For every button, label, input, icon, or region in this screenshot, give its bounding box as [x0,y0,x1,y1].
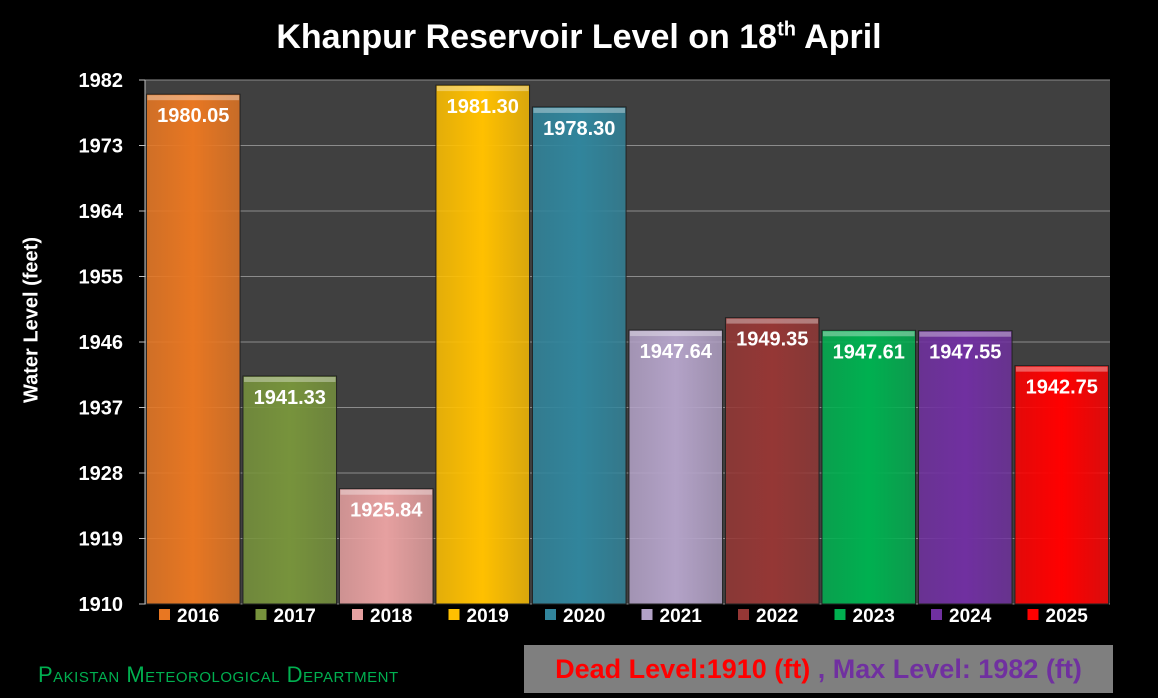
legend-swatch [448,609,460,620]
bar-highlight [629,331,722,337]
legend-label: 2016 [177,606,219,627]
bar-2023 [821,329,917,605]
legend-swatch [545,609,556,620]
bar-2020 [531,106,627,605]
bar-highlight [822,331,915,337]
y-tick-label: 1937 [79,398,124,420]
legend-swatch [352,609,363,620]
dead-level-text: Dead Level:1910 (ft) [555,654,811,684]
bar-2017 [242,375,338,605]
bar-highlight [1015,366,1108,372]
bar-highlight [726,318,819,324]
data-label: 1941.33 [254,387,326,409]
legend-label: 2023 [853,606,895,627]
bar-2018 [338,488,434,605]
data-label: 1942.75 [1026,377,1098,399]
legend-label: 2017 [274,606,316,627]
separator-text: , [810,654,833,684]
legend-label: 2018 [370,606,412,627]
bar-2022 [724,317,820,605]
y-tick-label: 1982 [79,70,124,92]
bar-highlight [533,107,626,113]
bar-2019 [435,84,531,605]
y-tick-label: 1946 [79,332,124,354]
legend-label: 2021 [660,606,703,627]
level-info-box: Dead Level:1910 (ft) , Max Level: 1982 (… [524,645,1113,693]
bar-highlight [340,489,433,495]
data-label: 1925.84 [350,500,423,522]
legend-label: 2025 [1046,606,1089,627]
bar-chart: 1910 1919 1928 1937 1946 1955 1964 1973 1982 198… [79,70,1110,627]
legend-swatch [1027,609,1039,620]
bar-highlight [919,331,1012,337]
bar-2025 [1014,365,1110,605]
y-tick-label: 1973 [79,136,124,158]
bar-2021 [628,329,724,605]
organization-name: Pakistan Meteorological Department [38,662,399,687]
max-level-text: Max Level: 1982 (ft) [832,654,1082,684]
y-tick-label: 1928 [79,463,124,485]
bars: 1980.05 1941.33 1925.84 1981.30 1978.30 1947.… [145,84,1110,605]
data-label: 1947.55 [929,342,1001,364]
legend-swatch [159,609,170,620]
legend-label: 2024 [949,606,992,627]
bar-highlight [243,376,336,382]
legend-label: 2020 [563,606,605,627]
y-tick-label: 1919 [79,529,124,551]
y-axis-ticks: 1910 1919 1928 1937 1946 1955 1964 1973 1982 [79,70,146,616]
data-label: 1980.05 [157,105,229,127]
legend-label: 2022 [756,606,798,627]
legend-swatch [931,609,942,620]
data-label: 1949.35 [736,329,808,351]
legend: 2016 2017 2018 2019 2020 2021 2022 2023 2024 2025 [159,606,1088,627]
data-label: 1947.64 [640,341,713,363]
legend-swatch [738,609,749,620]
bar-2024 [917,330,1013,605]
bar-2016 [145,93,241,605]
y-tick-label: 1964 [79,201,124,223]
y-tick-label: 1910 [79,594,124,616]
y-tick-label: 1955 [79,267,124,289]
legend-label: 2019 [467,606,509,627]
bar-highlight [436,86,529,92]
legend-swatch [641,609,653,620]
chart-title: Khanpur Reservoir Level on 18th April [276,18,882,56]
legend-swatch [255,609,267,620]
legend-swatch [834,609,846,620]
data-label: 1981.30 [447,96,519,118]
bar-highlight [147,95,240,101]
data-label: 1947.61 [833,341,905,363]
data-label: 1978.30 [543,118,615,140]
